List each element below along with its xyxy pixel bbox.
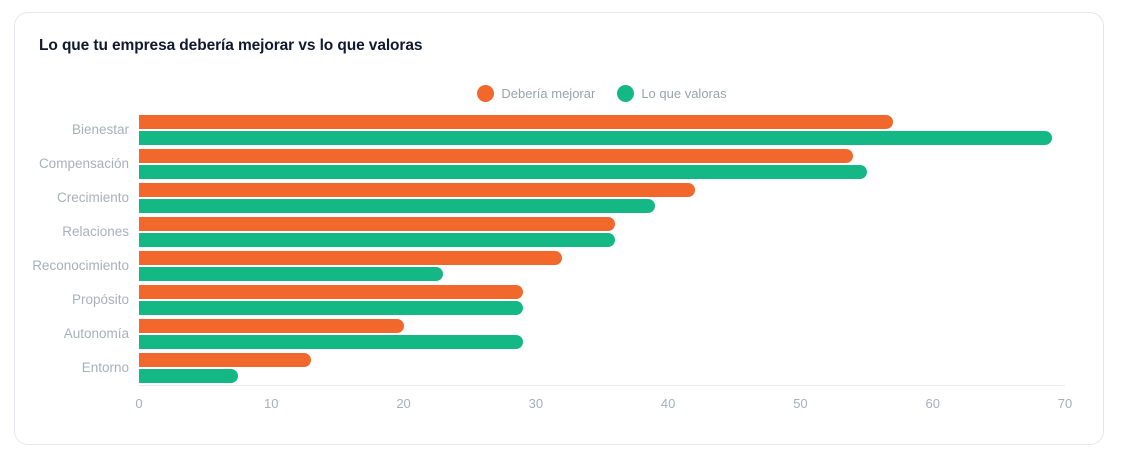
category-label-wrap: Relaciones (29, 223, 129, 241)
bar-group (139, 217, 1065, 247)
bar-lo-que-valoras (139, 165, 867, 179)
bar-deberia-mejorar (139, 319, 404, 333)
bar-group (139, 115, 1065, 145)
chart-card: Lo que tu empresa debería mejorar vs lo … (14, 12, 1104, 445)
category-row: Entorno (15, 351, 1065, 385)
category-row: Reconocimiento (15, 249, 1065, 283)
legend-swatch-green-icon (617, 84, 635, 102)
bar-lo-que-valoras (139, 335, 523, 349)
category-row: Propósito (15, 283, 1065, 317)
bar-chart-plot-area: Bienestar Compensación Crecimiento Relacion… (15, 113, 1065, 385)
x-axis-tick-label: 30 (528, 396, 544, 411)
legend-item-deberia-mejorar[interactable]: Debería mejorar (477, 84, 596, 102)
category-label: Bienestar (71, 122, 129, 137)
category-row: Crecimiento (15, 181, 1065, 215)
legend-label: Debería mejorar (501, 85, 596, 101)
category-label: Entorno (81, 360, 129, 375)
bar-group (139, 319, 1065, 349)
bar-deberia-mejorar (139, 285, 523, 299)
category-label-wrap: Propósito (29, 291, 129, 309)
category-label: Crecimiento (56, 190, 129, 205)
bar-lo-que-valoras (139, 233, 616, 247)
x-axis-tick-label: 60 (925, 396, 940, 411)
x-axis-tick-label: 20 (396, 396, 411, 411)
bar-group (139, 353, 1065, 383)
category-row: Bienestar (15, 113, 1065, 147)
x-axis-tick-label: 40 (660, 396, 676, 411)
category-row: Compensación (15, 147, 1065, 181)
x-axis-tick-label: 70 (1057, 396, 1073, 411)
bar-group (139, 149, 1065, 179)
chart-legend: Debería mejorar Lo que valoras (139, 83, 1065, 103)
category-label-wrap: Entorno (29, 359, 129, 377)
category-row: Autonomía (15, 317, 1065, 351)
x-axis-tick-label: 50 (793, 396, 808, 411)
bar-lo-que-valoras (139, 131, 1052, 145)
category-row: Relaciones (15, 215, 1065, 249)
category-label: Autonomía (63, 326, 129, 341)
bar-lo-que-valoras (139, 369, 239, 383)
category-label-wrap: Compensación (29, 155, 129, 173)
bar-deberia-mejorar (139, 149, 854, 163)
bar-lo-que-valoras (139, 267, 444, 281)
category-label: Compensación (38, 156, 129, 171)
x-axis: 0 10 20 30 40 50 60 70 (135, 385, 1072, 420)
bar-deberia-mejorar (139, 115, 894, 129)
category-label-wrap: Autonomía (29, 325, 129, 343)
bar-group (139, 251, 1065, 281)
legend-swatch-orange-icon (477, 84, 495, 102)
chart-title: Lo que tu empresa debería mejorar vs lo … (39, 37, 423, 54)
bar-deberia-mejorar (139, 251, 563, 265)
bar-group (139, 285, 1065, 315)
category-label-wrap: Bienestar (29, 121, 129, 139)
category-label: Propósito (71, 292, 129, 307)
category-label-wrap: Reconocimiento (29, 257, 129, 275)
bar-deberia-mejorar (139, 217, 616, 231)
x-axis-tick-label: 10 (264, 396, 279, 411)
category-label: Reconocimiento (32, 258, 129, 273)
bar-deberia-mejorar (139, 183, 695, 197)
category-label-wrap: Crecimiento (29, 189, 129, 207)
bar-deberia-mejorar (139, 353, 311, 367)
legend-item-lo-que-valoras[interactable]: Lo que valoras (617, 84, 727, 102)
x-axis-tick-label: 0 (135, 396, 143, 411)
legend-label: Lo que valoras (641, 85, 727, 101)
bar-group (139, 183, 1065, 213)
bar-lo-que-valoras (139, 301, 523, 315)
category-label: Relaciones (62, 224, 129, 239)
bar-lo-que-valoras (139, 199, 655, 213)
